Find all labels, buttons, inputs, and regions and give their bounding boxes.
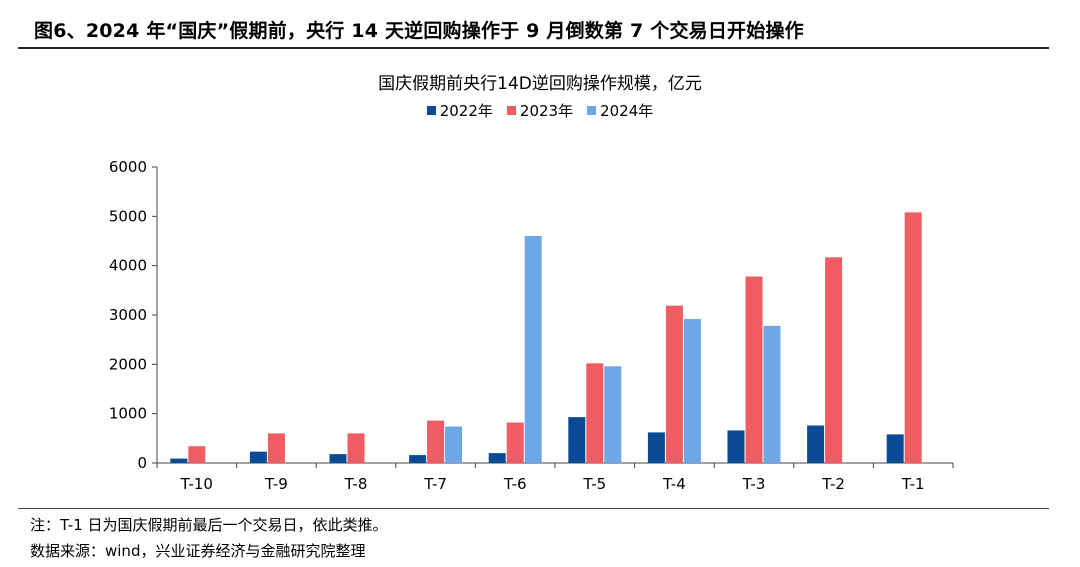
bar-T-7-2023年 [427,420,445,463]
x-tick-label: T-8 [344,475,368,493]
bar-T-5-2023年 [586,363,604,463]
bar-T-3-2023年 [745,276,763,463]
legend-swatch-2024 [587,106,597,115]
x-tick-label: T-2 [821,475,845,493]
x-tick-label: T-1 [901,475,925,493]
bar-T-10-2023年 [188,446,206,463]
bar-T-5-2022年 [568,417,586,463]
y-tick-label: 2000 [109,355,147,373]
bar-T-6-2023年 [506,422,524,463]
y-tick-label: 4000 [109,257,147,275]
legend-swatch-2023 [506,106,516,115]
x-tick-label: T-7 [423,475,447,493]
x-tick-label: T-6 [503,475,527,493]
bar-T-3-2022年 [727,430,745,463]
bar-T-2-2023年 [825,257,843,463]
legend-label-2024: 2024年 [600,102,654,120]
y-tick-label: 1000 [109,405,147,423]
bar-T-7-2022年 [409,455,427,463]
bottom-rule [18,508,1049,509]
legend-label-2022: 2022年 [439,102,493,120]
chart-note: 注：T-1 日为国庆假期前最后一个交易日，依此类推。 [30,516,388,534]
chart-title: 国庆假期前央行14D逆回购操作规模，亿元 [378,74,702,94]
x-tick-label: T-9 [264,475,288,493]
y-tick-label: 6000 [109,158,147,176]
chart-legend: 2022年 2023年 2024年 [0,100,1080,121]
legend-item-2023: 2023年 [506,100,574,121]
y-tick-label: 3000 [109,306,147,324]
bar-T-8-2023年 [347,433,365,463]
bar-T-9-2023年 [267,433,285,463]
bar-T-7-2024年 [445,426,463,463]
bar-T-8-2022年 [329,454,347,463]
bar-T-1-2023年 [904,212,922,463]
bar-T-3-2024年 [763,325,781,463]
y-tick-label: 0 [137,454,147,472]
y-tick-label: 5000 [109,207,147,225]
x-tick-label: T-10 [180,475,213,493]
bar-T-4-2024年 [683,318,701,463]
x-tick-label: T-5 [582,475,606,493]
top-rule [18,47,1049,49]
bar-T-9-2022年 [249,451,267,463]
x-tick-label: T-3 [742,475,766,493]
legend-item-2024: 2024年 [587,100,653,121]
bar-T-2-2022年 [807,425,825,463]
bar-T-1-2022年 [886,434,904,463]
bar-T-6-2024年 [524,236,542,463]
bar-T-5-2024年 [604,366,622,463]
x-tick-label: T-4 [662,475,686,493]
legend-swatch-2022 [426,106,436,115]
bar-T-6-2022年 [488,453,506,463]
bar-T-4-2023年 [665,305,683,463]
legend-item-2022: 2022年 [426,100,493,121]
legend-label-2023: 2023年 [519,102,574,120]
bar-T-4-2022年 [647,432,665,463]
data-source: 数据来源：wind，兴业证券经济与金融研究院整理 [30,542,366,560]
bar-T-10-2022年 [170,458,188,463]
figure-title: 图6、2024 年“国庆”假期前，央行 14 天逆回购操作于 9 月倒数第 7 … [34,20,804,42]
